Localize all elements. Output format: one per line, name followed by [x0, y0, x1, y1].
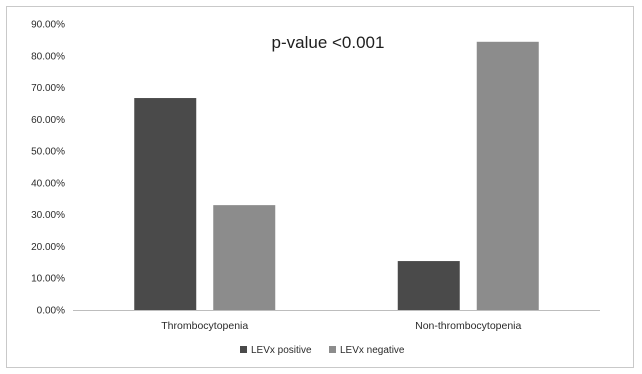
y-tick-label: 10.00% [31, 274, 65, 285]
y-tick-label: 50.00% [31, 147, 65, 158]
legend-label: LEVx negative [340, 345, 405, 356]
x-category-label: Non-thrombocytopenia [415, 320, 521, 332]
legend-label: LEVx positive [251, 345, 312, 356]
y-axis-ticks: 0.00% 10.00% 20.00% 30.00% 40.00% 50.00% 60.00… [31, 20, 65, 317]
x-category-label: Thrombocytopenia [161, 320, 248, 332]
bar-levx-negative-non-thrombocytopenia [476, 41, 539, 310]
legend: LEVx positive LEVx negative [240, 345, 405, 356]
bar-levx-negative-thrombocytopenia [213, 205, 276, 310]
y-tick-label: 0.00% [37, 306, 65, 317]
p-value-annotation: p-value <0.001 [272, 33, 385, 52]
y-tick-label: 20.00% [31, 242, 65, 253]
y-tick-label: 40.00% [31, 178, 65, 189]
legend-swatch [240, 346, 247, 353]
bars [134, 41, 539, 310]
bar-levx-positive-thrombocytopenia [134, 98, 197, 310]
y-tick-label: 60.00% [31, 115, 65, 126]
legend-swatch [329, 346, 336, 353]
y-tick-label: 90.00% [31, 20, 65, 31]
y-tick-label: 70.00% [31, 83, 65, 94]
x-axis-category-labels: Thrombocytopenia Non-thrombocytopenia [161, 320, 521, 332]
y-tick-label: 30.00% [31, 210, 65, 221]
y-tick-label: 80.00% [31, 51, 65, 62]
bar-levx-positive-non-thrombocytopenia [397, 261, 460, 310]
